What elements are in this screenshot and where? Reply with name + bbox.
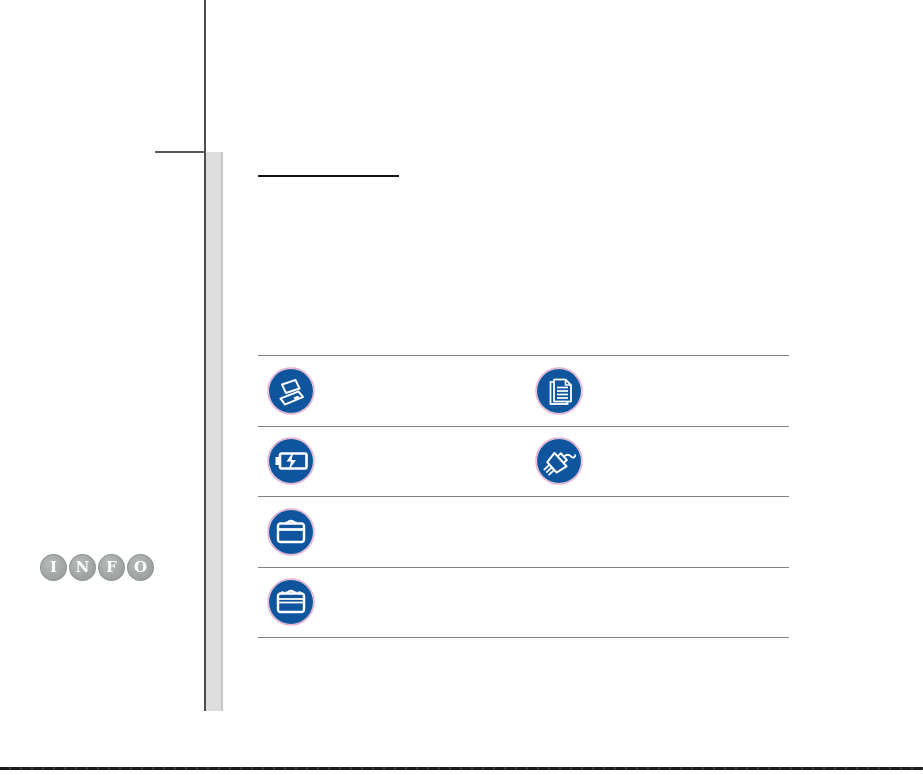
table-row	[258, 566, 789, 638]
laptop-icon	[267, 367, 315, 415]
carry-case-icon	[267, 578, 315, 626]
table-cell	[524, 437, 790, 485]
table-row	[258, 355, 789, 426]
icon-table	[258, 355, 789, 638]
margin-vertical-rule	[204, 0, 206, 711]
document-icon	[534, 367, 583, 415]
sidebar-accent-bar	[206, 152, 223, 711]
badge-letter-circle: N	[69, 554, 96, 581]
badge-letter-circle: F	[98, 554, 125, 581]
table-row	[258, 425, 790, 497]
briefcase-icon	[267, 508, 315, 556]
page-bottom-rule	[0, 767, 923, 770]
power-plug-icon	[534, 437, 583, 485]
table-cell	[258, 437, 524, 485]
table-cell	[524, 367, 790, 415]
margin-tick-rule	[155, 151, 205, 153]
table-cell	[258, 578, 524, 626]
info-badge: I N F O	[40, 554, 154, 581]
table-row	[258, 496, 789, 567]
battery-icon	[267, 437, 315, 485]
table-cell	[258, 508, 524, 556]
heading-underline	[258, 175, 399, 177]
table-cell	[258, 367, 524, 415]
badge-letter-circle: O	[127, 554, 154, 581]
badge-letter-circle: I	[40, 554, 67, 581]
